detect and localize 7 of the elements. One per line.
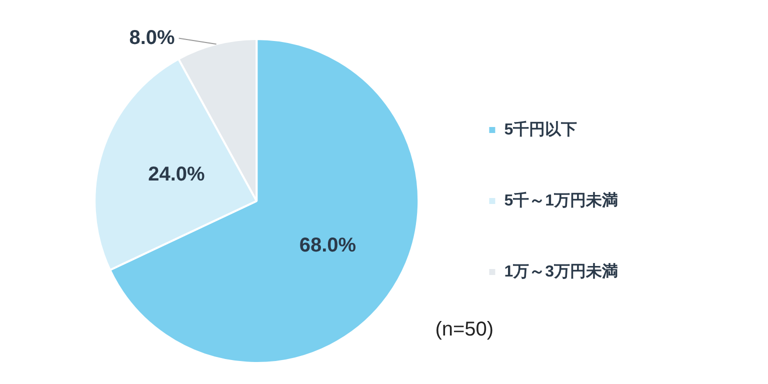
data-label: 68.0% bbox=[299, 234, 356, 257]
legend-label: 5千円以下 bbox=[504, 120, 578, 138]
legend-label: 1万～3万円未満 bbox=[504, 262, 618, 280]
data-label: 24.0% bbox=[148, 163, 206, 186]
data-label: 8.0% bbox=[129, 26, 176, 49]
legend-label: 5千～1万円未満 bbox=[504, 191, 618, 210]
text: (n=50) bbox=[435, 318, 494, 341]
